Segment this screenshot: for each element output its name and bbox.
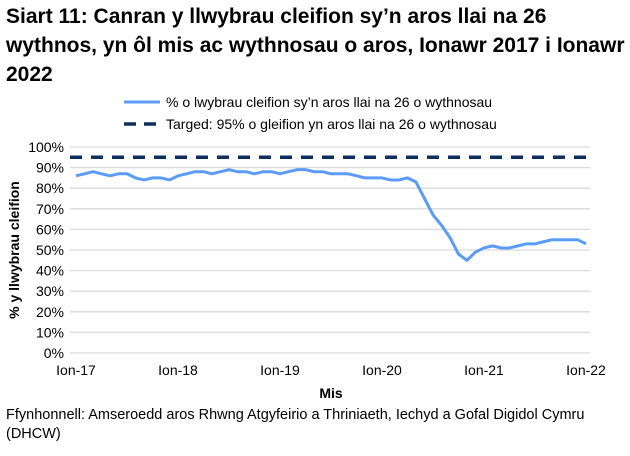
- y-tick-label: 40%: [36, 263, 64, 279]
- y-tick-label: 80%: [36, 180, 64, 196]
- y-tick-label: 0%: [44, 345, 64, 361]
- x-tick-label: Ion-21: [464, 362, 504, 378]
- y-tick-label: 90%: [36, 160, 64, 176]
- x-tick-label: Ion-19: [260, 362, 300, 378]
- source-note: Ffynhonnell: Amseroedd aros Rhwng Atgyfe…: [6, 407, 585, 442]
- y-axis-label: % y llwybrau cleifion: [6, 181, 22, 319]
- chart-title: Siart 11: Canran y llwybrau cleifion sy’…: [6, 5, 625, 86]
- x-tick-label: Ion-18: [158, 362, 198, 378]
- y-tick-label: 10%: [36, 324, 64, 340]
- y-tick-label: 30%: [36, 283, 64, 299]
- y-tick-label: 60%: [36, 221, 64, 237]
- series-line: [75, 168, 587, 262]
- y-tick-label: 50%: [36, 242, 64, 258]
- x-tick-label: Ion-22: [566, 362, 606, 378]
- x-tick-label: Ion-17: [56, 362, 96, 378]
- x-tick-label: Ion-20: [362, 362, 402, 378]
- legend-label-target: Targed: 95% o gleifion yn aros llai na 2…: [166, 116, 497, 132]
- legend-label-series: % o lwybrau cleifion sy’n aros llai na 2…: [166, 94, 492, 110]
- y-tick-label: 100%: [28, 139, 64, 155]
- y-tick-label: 20%: [36, 304, 64, 320]
- y-tick-label: 70%: [36, 201, 64, 217]
- x-axis-label: Mis: [319, 385, 343, 401]
